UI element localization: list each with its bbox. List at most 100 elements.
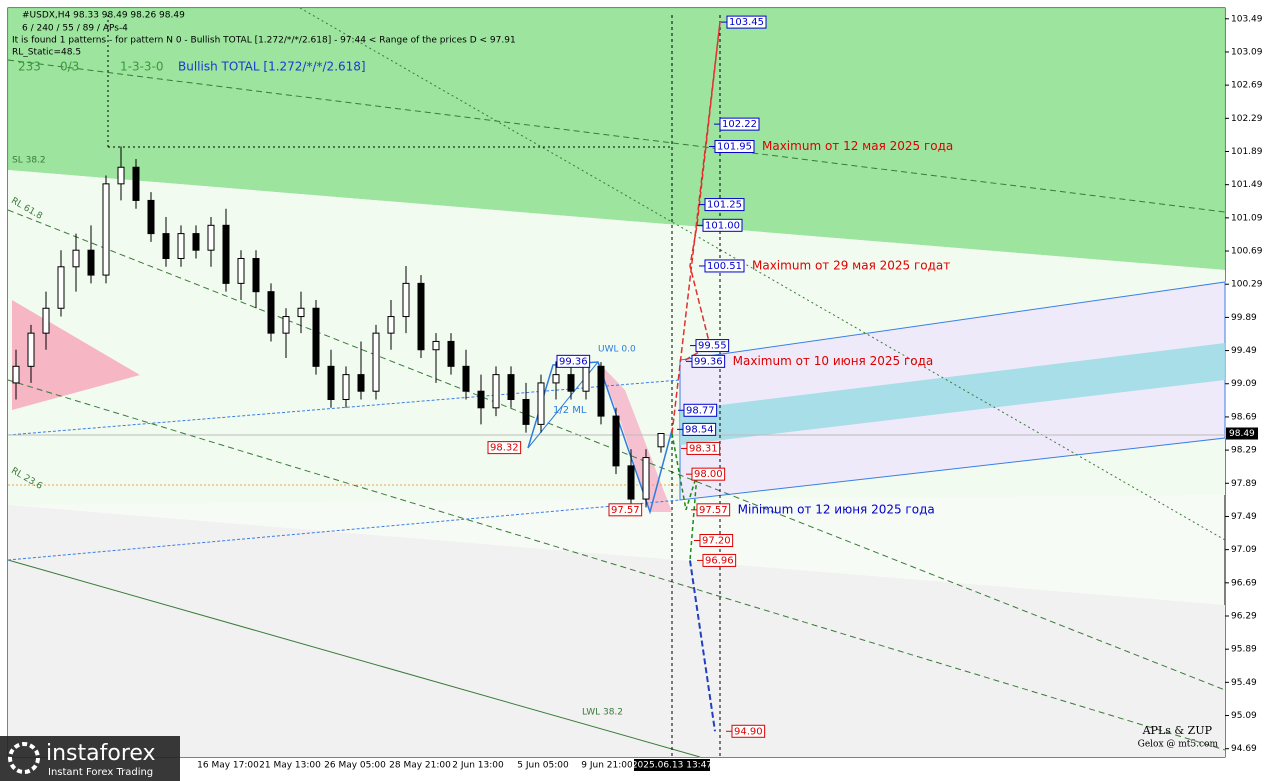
- candle-body: [252, 257, 260, 293]
- x-tick-label: 28 May 21:00: [389, 761, 451, 771]
- y-tick-label: 100.29: [1231, 280, 1263, 290]
- pattern-point-box: [556, 354, 591, 368]
- y-tick-label: 99.89: [1231, 313, 1257, 323]
- level-label: 100.51: [707, 261, 742, 272]
- pattern-point-label: 98.32: [490, 443, 519, 454]
- level-box: [691, 467, 726, 481]
- green-channel: [8, 8, 1225, 270]
- line-label: 1/2 ML: [553, 405, 587, 416]
- y-tick-label: 96.29: [1231, 611, 1257, 621]
- trend-line: [7, 499, 681, 561]
- candle-body: [207, 224, 215, 251]
- pattern-point-label: 99.36: [559, 356, 588, 367]
- price-tag: [1226, 427, 1258, 440]
- watermark-brand: instaforex: [46, 741, 156, 766]
- level-box: [699, 534, 734, 548]
- level-box: [686, 441, 721, 455]
- y-tick-label: 101.09: [1231, 213, 1263, 223]
- candle-body: [102, 183, 110, 276]
- candle-body: [477, 390, 485, 409]
- candle-body: [177, 233, 185, 259]
- x-tick-label: 5 Jun 05:00: [517, 761, 569, 771]
- level-label: 97.20: [702, 536, 731, 547]
- level-note: Maximum от 29 мая 2025 годат: [752, 258, 950, 272]
- candle-body: [552, 374, 560, 384]
- candle-body: [417, 282, 425, 351]
- x-tick-label: 26 May 05:00: [324, 761, 386, 771]
- level-label: 98.77: [686, 405, 715, 416]
- level-label: 99.36: [694, 356, 723, 367]
- candle-body: [537, 382, 545, 425]
- credit: Gelox @ mt5.com: [1138, 740, 1219, 750]
- chart-title: #USDX,H4 98.33 98.49 98.26 98.49: [22, 11, 185, 21]
- y-tick-label: 100.69: [1231, 247, 1263, 257]
- candle-body: [432, 340, 440, 351]
- level-label: 102.22: [722, 119, 757, 130]
- candle-body: [582, 365, 590, 392]
- candle-body: [567, 374, 575, 392]
- pattern-point-box: [608, 503, 643, 517]
- pattern-point-box: [487, 441, 522, 455]
- level-box: [683, 403, 718, 417]
- y-tick-label: 103.09: [1231, 47, 1263, 57]
- y-tick-label: 98.29: [1231, 446, 1257, 456]
- candle-body: [12, 365, 20, 384]
- y-tick-label: 97.89: [1231, 479, 1257, 489]
- watermark-tagline: Instant Forex Trading: [48, 767, 153, 778]
- level-box: [695, 339, 730, 353]
- pattern-bars: 233: [18, 60, 41, 74]
- candle-body: [132, 166, 140, 201]
- projection-blue: [689, 560, 716, 732]
- candle-body: [57, 266, 65, 309]
- price-tag-label: 98.49: [1229, 429, 1255, 439]
- level-label: 98.00: [694, 469, 723, 480]
- projection-green: [671, 433, 698, 561]
- level-label: 101.25: [707, 200, 742, 211]
- candle-body: [42, 307, 50, 334]
- line-label: SL 38.2: [12, 156, 46, 166]
- level-box: [691, 354, 726, 368]
- candle-body: [642, 457, 650, 500]
- trend-line: [7, 59, 1226, 213]
- level-label: 98.31: [689, 443, 718, 454]
- cyan-band: [680, 343, 1225, 445]
- level-note: Minimum от 12 июня 2025 года: [738, 502, 935, 516]
- candle-body: [342, 374, 350, 401]
- level-label: 97.57: [699, 505, 728, 516]
- candle-body: [447, 340, 455, 367]
- level-label: 103.45: [729, 17, 764, 28]
- y-tick-label: 99.09: [1231, 379, 1257, 389]
- x-tick-label: 16 May 17:00: [197, 761, 259, 771]
- y-tick-label: 102.69: [1231, 81, 1263, 91]
- candle-body: [357, 374, 365, 392]
- candle-body: [87, 249, 95, 276]
- candle-body: [237, 257, 245, 284]
- candle-body: [462, 365, 470, 392]
- level-box: [719, 117, 760, 131]
- candle-body: [312, 307, 320, 367]
- level-label: 96.96: [705, 555, 734, 566]
- info-line: RL_Static=48.5: [12, 48, 81, 58]
- level-note: Maximum от 10 июня 2025 года: [733, 354, 934, 368]
- candle-body: [507, 374, 515, 401]
- candle-body: [627, 465, 635, 500]
- pattern-point-label: 97.57: [611, 505, 640, 516]
- level-box: [731, 724, 766, 738]
- lower-zone: [8, 505, 1225, 757]
- info-line: It is found 1 patterns - for pattern N 0…: [12, 36, 516, 46]
- candle-body: [267, 291, 275, 334]
- candle-body: [192, 233, 200, 251]
- y-tick-label: 102.29: [1231, 114, 1263, 124]
- x-tick-label: 2 Jun 13:00: [452, 761, 504, 771]
- y-tick-label: 97.49: [1231, 512, 1257, 522]
- candle-body: [402, 282, 410, 318]
- pink-wedge: [598, 362, 672, 512]
- info-line: 6 / 240 / 55 / 89 / APs-4: [22, 24, 128, 34]
- x-tick-label: 2025.06.13 13:47: [632, 761, 712, 771]
- level-label: 98.54: [685, 424, 714, 435]
- credit: APLs & ZUP: [1142, 724, 1213, 737]
- candle-body: [27, 332, 35, 367]
- candle-body: [147, 199, 155, 235]
- pattern-name: Bullish TOTAL [1.272/*/*/2.618]: [178, 60, 366, 74]
